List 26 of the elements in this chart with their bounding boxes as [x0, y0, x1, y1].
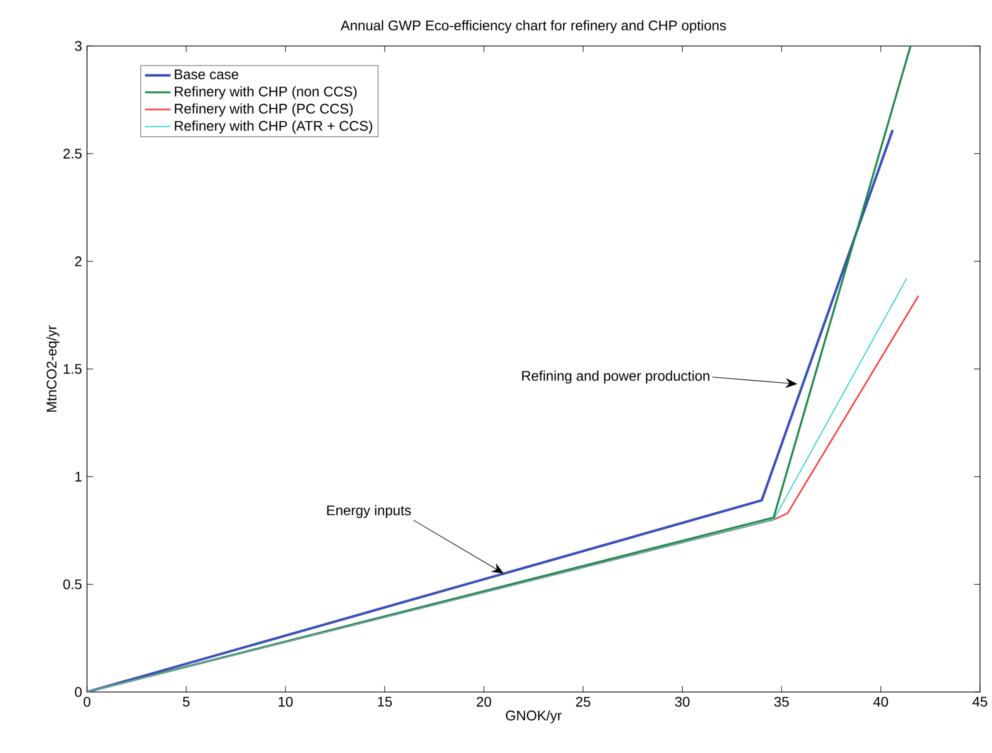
- x-tick-label: 5: [182, 696, 190, 707]
- legend-label: Refinery with CHP (non CCS): [174, 86, 357, 100]
- chart-title: Annual GWP Eco-efficiency chart for refinery and CHP options: [340, 20, 726, 34]
- x-tick-label: 40: [873, 696, 888, 707]
- x-tick-label: 25: [576, 696, 590, 707]
- legend-label: Refinery with CHP (PC CCS): [174, 103, 353, 116]
- y-tick-label: 1.5: [64, 364, 82, 374]
- y-tick-label: 1: [75, 472, 82, 482]
- annotation: Refining and power production: [522, 370, 710, 384]
- y-tick-label: 0: [74, 687, 82, 697]
- legend-label: Refinery with CHP (ATR + CCS): [174, 120, 372, 134]
- annotation: Energy inputs: [327, 505, 411, 518]
- x-tick-label: 15: [378, 696, 392, 707]
- x-tick-label: 30: [675, 696, 690, 707]
- x-tick-label: 0: [84, 696, 90, 707]
- x-axis-title: GNOK/yr: [506, 710, 562, 724]
- y-tick-label: 2: [75, 256, 82, 266]
- x-tick-label: 20: [476, 696, 492, 707]
- x-tick-label: 10: [278, 696, 293, 707]
- y-tick-label: 2.5: [63, 148, 82, 159]
- x-tick-label: 35: [774, 696, 789, 707]
- legend-label: Base case: [174, 70, 238, 80]
- y-tick-label: 3: [74, 41, 82, 51]
- x-tick-label: 45: [972, 696, 988, 707]
- y-axis-title: MtnCO2-eq/yr: [46, 325, 60, 412]
- y-tick-label: 0.5: [63, 579, 82, 590]
